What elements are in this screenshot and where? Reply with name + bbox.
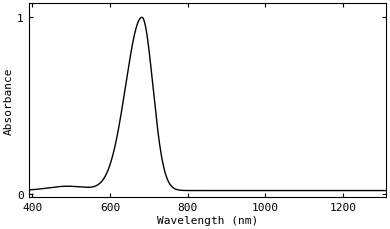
Y-axis label: Absorbance: Absorbance — [4, 67, 14, 134]
X-axis label: Wavelength (nm): Wavelength (nm) — [156, 215, 258, 225]
